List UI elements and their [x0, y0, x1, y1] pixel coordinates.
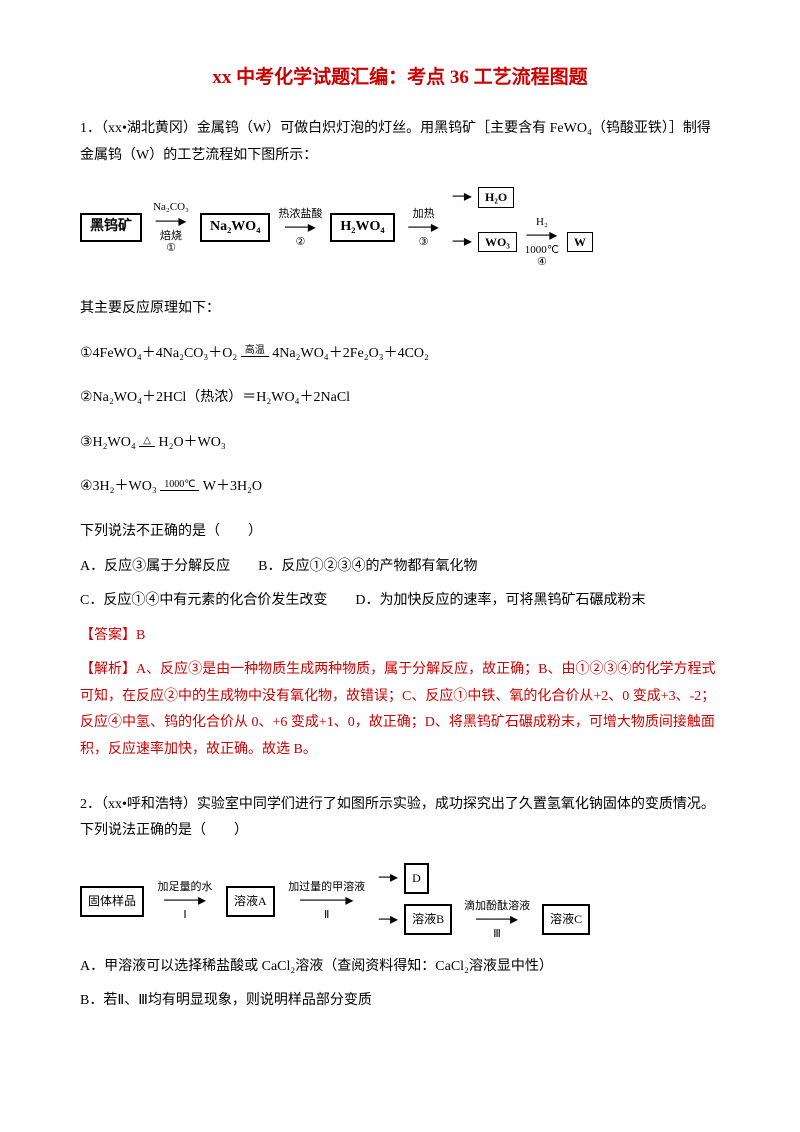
f2-a1-bot: Ⅰ — [183, 909, 186, 921]
f2-node-1: 固体样品 — [80, 886, 144, 917]
arrow-glyph: ───▸ — [164, 893, 206, 909]
arrow-4-num: ④ — [537, 256, 547, 268]
eq1-cond: 高温 — [241, 346, 269, 356]
arrow-3: 加热 ──▸ ③ — [403, 208, 445, 248]
q1-opt-d: D．为加快反应的速率，可将黑钨矿石碾成粉末 — [355, 593, 645, 608]
f2-split: ─▸ D ─▸ 溶液B 滴加酚酞溶液 ───▸ Ⅲ 溶液C — [379, 863, 590, 940]
node-2: Na₂WO₄ — [200, 213, 270, 242]
q1-opt-c: C．反应①④中有元素的化合价发生改变 — [80, 593, 327, 608]
eq-3: ③H₂WO₄ △ H₂O＋WO₃ — [80, 430, 720, 457]
f2-node-3a: D — [404, 863, 429, 894]
arrow-glyph: ──▸ — [527, 228, 558, 244]
f2-node-3b: 溶液B — [404, 904, 452, 935]
arrow-2: 热浓盐酸 ──▸ ② — [278, 208, 322, 248]
arrow-glyph: ──▸ — [285, 220, 316, 236]
f2-arrow-1: 加足量的水 ───▸ Ⅰ — [150, 881, 220, 921]
q1-answer: 【答案】B — [80, 623, 720, 650]
arrow-glyph: ────▸ — [300, 893, 353, 909]
q1-options-ab: A．反应③属于分解反应 B．反应①②③④的产物都有氧化物 — [80, 554, 720, 581]
q1-explanation: 【解析】A、反应③是由一种物质生成两种物质，属于分解反应，故正确；B、由①②③④… — [80, 657, 720, 763]
q1-stem: 下列说法不正确的是（ ） — [80, 519, 720, 546]
page-title: xx 中考化学试题汇编：考点 36 工艺流程图题 — [212, 67, 587, 88]
branch-1: ─▸ H₂O ─▸ WO₃ H₂ ──▸ 1000℃ ④ W — [453, 187, 593, 268]
eq3-cond: △ — [139, 436, 155, 446]
arrow-1: Na₂CO₃ ──▸ 焙烧 ① — [150, 201, 192, 253]
eq-4: ④3H₂＋WO₃ 1000℃ W＋3H₂O — [80, 474, 720, 501]
arrow-glyph: ─▸ — [379, 912, 398, 928]
f2-a2-bot: Ⅱ — [324, 909, 329, 921]
node-4a: H₂O — [478, 187, 514, 207]
node-5: W — [567, 232, 593, 252]
q1-opt-a: A．反应③属于分解反应 — [80, 559, 230, 574]
arrow-4: H₂ ──▸ 1000℃ ④ — [523, 216, 561, 268]
q2-intro: 2．（xx•呼和浩特）实验室中同学们进行了如图所示实验，成功探究出了久置氢氧化钠… — [80, 792, 720, 845]
q1-options-cd: C．反应①④中有元素的化合价发生改变 D．为加快反应的速率，可将黑钨矿石碾成粉末 — [80, 588, 720, 615]
arrow-3-top: 加热 — [413, 208, 435, 220]
arrow-glyph: ──▸ — [408, 220, 439, 236]
eq-1: ①4FeWO₄＋4Na₂CO₃＋O₂ 高温 4Na₂WO₄＋2Fe₂O₃＋4CO… — [80, 341, 720, 368]
f2-arrow-2: 加过量的甲溶液 ────▸ Ⅱ — [281, 881, 373, 921]
arrow-glyph: ─▸ — [453, 234, 472, 250]
node-1: 黑钨矿 — [80, 213, 142, 242]
q1-intro: 1．（xx•湖北黄冈）金属钨（W）可做白炽灯泡的灯丝。用黑钨矿［主要含有 FeW… — [80, 116, 720, 169]
arrow-4-bot: 1000℃ — [525, 244, 559, 256]
arrow-glyph: ───▸ — [476, 912, 518, 928]
arrow-1-top: Na₂CO₃ — [153, 201, 189, 213]
flowchart-2: 固体样品 加足量的水 ───▸ Ⅰ 溶液A 加过量的甲溶液 ────▸ Ⅱ ─▸… — [80, 863, 720, 940]
arrow-1-num: ① — [166, 242, 176, 254]
arrow-glyph: ─▸ — [379, 870, 398, 886]
arrow-2-top: 热浓盐酸 — [278, 208, 322, 220]
f2-a3-top: 滴加酚酞溶液 — [464, 900, 530, 912]
q2-opt-a: A．甲溶液可以选择稀盐酸或 CaCl₂溶液（查阅资料得知：CaCl₂溶液显中性） — [80, 954, 720, 981]
arrow-2-num: ② — [295, 236, 305, 248]
flowchart-1: 黑钨矿 Na₂CO₃ ──▸ 焙烧 ① Na₂WO₄ 热浓盐酸 ──▸ ② H₂… — [80, 187, 720, 268]
f2-arrow-3: 滴加酚酞溶液 ───▸ Ⅲ — [458, 900, 536, 940]
f2-node-4: 溶液C — [542, 904, 590, 935]
eq-2: ②Na₂WO₄＋2HCl（热浓）＝H₂WO₄＋2NaCl — [80, 385, 720, 412]
arrow-4-top: H₂ — [536, 216, 548, 228]
f2-a3-bot: Ⅲ — [493, 928, 501, 940]
f2-node-2: 溶液A — [226, 886, 275, 917]
arrow-glyph: ─▸ — [453, 189, 472, 205]
node-3: H₂WO₄ — [330, 213, 394, 242]
principle-heading: 其主要反应原理如下： — [80, 296, 720, 323]
q1-opt-b: B．反应①②③④的产物都有氧化物 — [258, 559, 477, 574]
eq4-cond: 1000℃ — [160, 480, 199, 490]
node-4b: WO₃ — [478, 232, 517, 252]
arrow-3-num: ③ — [419, 236, 429, 248]
q2-opt-b: B．若Ⅱ、Ⅲ均有明显现象，则说明样品部分变质 — [80, 988, 720, 1015]
arrow-1-bot: 焙烧 — [160, 230, 182, 242]
arrow-glyph: ──▸ — [156, 214, 187, 230]
